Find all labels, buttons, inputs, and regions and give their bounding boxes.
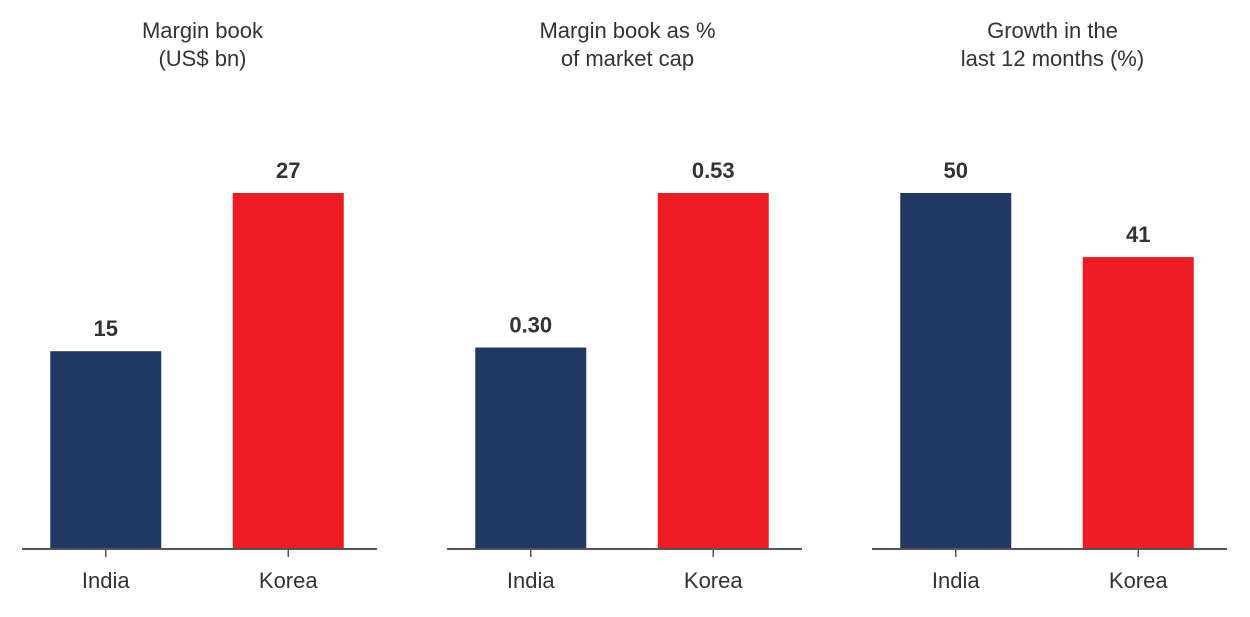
value-label: 0.53 [692, 158, 735, 183]
value-label: 15 [94, 316, 118, 341]
chart-title: Margin book [142, 18, 264, 43]
chart-title: (US$ bn) [158, 46, 246, 71]
x-tick-label: India [507, 568, 555, 593]
x-tick-label: India [932, 568, 980, 593]
bar [900, 193, 1012, 549]
bar [1082, 257, 1194, 549]
bar [232, 193, 344, 549]
chart-title: Growth in the [987, 18, 1118, 43]
value-label: 27 [276, 158, 300, 183]
x-tick-label: Korea [259, 568, 318, 593]
bar [475, 347, 587, 549]
bar [50, 351, 162, 549]
chart-title: Margin book as % [539, 18, 715, 43]
chart-title: last 12 months (%) [961, 46, 1144, 71]
x-tick-label: Korea [1109, 568, 1168, 593]
x-tick-label: Korea [684, 568, 743, 593]
bar [657, 193, 769, 549]
value-label: 41 [1126, 222, 1150, 247]
x-tick-label: India [82, 568, 130, 593]
value-label: 50 [944, 158, 968, 183]
chart-title: of market cap [561, 46, 694, 71]
value-label: 0.30 [509, 312, 552, 337]
